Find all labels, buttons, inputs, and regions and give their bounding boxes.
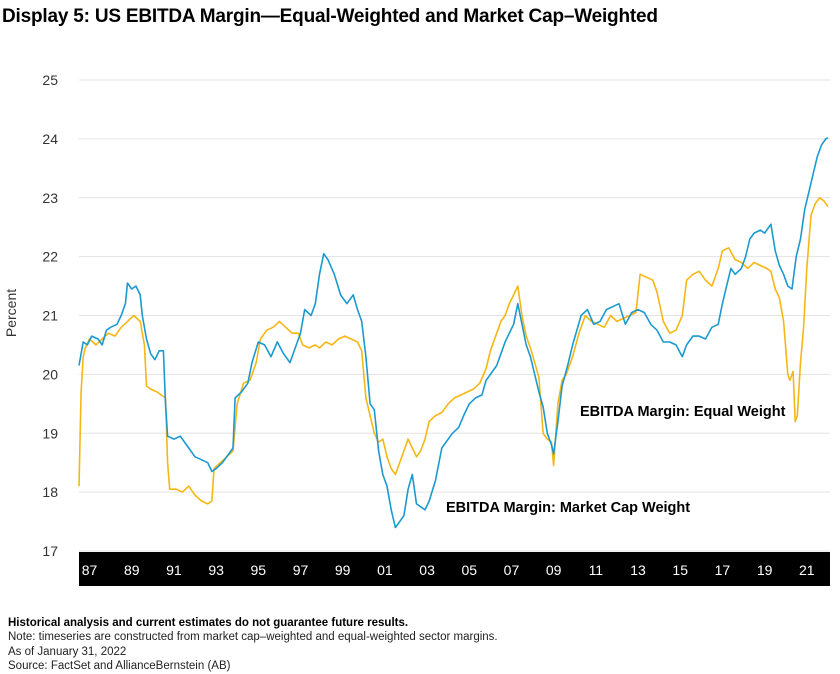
- y-tick-label: 23: [42, 190, 58, 206]
- footnote-disclaimer: Historical analysis and current estimate…: [8, 617, 409, 629]
- x-tick-label: 05: [461, 562, 477, 578]
- y-tick-label: 19: [42, 425, 58, 441]
- x-tick-label: 95: [251, 562, 267, 578]
- y-tick-label: 20: [42, 366, 58, 382]
- x-tick-label: 03: [419, 562, 435, 578]
- x-tick-label: 93: [208, 562, 224, 578]
- x-tick-label: 91: [166, 562, 182, 578]
- x-tick-label: 01: [377, 562, 393, 578]
- y-tick-label: 24: [42, 131, 58, 147]
- x-tick-label: 87: [82, 562, 98, 578]
- y-tick-label: 17: [42, 543, 58, 559]
- x-tick-label: 21: [799, 562, 815, 578]
- x-tick-label: 15: [672, 562, 688, 578]
- y-tick-label: 25: [42, 72, 58, 88]
- y-tick-label: 18: [42, 484, 58, 500]
- x-tick-label: 11: [589, 562, 604, 578]
- chart-title: Display 5: US EBITDA Margin—Equal-Weight…: [2, 6, 658, 27]
- x-tick-label: 13: [630, 562, 646, 578]
- series-line-market-cap-weight: [78, 137, 829, 529]
- y-tick-label: 22: [42, 249, 58, 265]
- y-tick-label: 21: [42, 308, 58, 324]
- footnote-as-of: As of January 31, 2022: [8, 646, 127, 658]
- x-tick-label: 07: [504, 562, 520, 578]
- x-tick-label: 17: [715, 562, 731, 578]
- x-tick-label: 89: [124, 562, 140, 578]
- annotation-equal-weight: EBITDA Margin: Equal Weight: [580, 404, 786, 420]
- footnote-note: Note: timeseries are constructed from ma…: [8, 631, 498, 643]
- gridlines: [79, 79, 830, 552]
- annotation-market-cap-weight: EBITDA Margin: Market Cap Weight: [446, 500, 690, 516]
- series-line-equal-weight: [78, 197, 829, 505]
- y-axis-label: Percent: [3, 289, 19, 337]
- x-axis-band: [79, 552, 830, 586]
- x-tick-label: 99: [335, 562, 351, 578]
- x-axis-ticks: 87 89 91 93 95 97 99 01 03 05 07 09 11 13 15 17 19 21: [82, 562, 815, 578]
- y-axis-ticks: 17 18 19 20 21 22 23 24 25: [42, 72, 58, 559]
- series-lines: [78, 137, 829, 529]
- x-tick-label: 97: [293, 562, 309, 578]
- footnote-source: Source: FactSet and AllianceBernstein (A…: [8, 660, 231, 672]
- x-tick-label: 19: [757, 562, 773, 578]
- x-tick-label: 09: [546, 562, 562, 578]
- line-chart: 17 18 19 20 21 22 23 24 25 87 89 91 93 95 97 99 01 03 05 0…: [3, 72, 830, 586]
